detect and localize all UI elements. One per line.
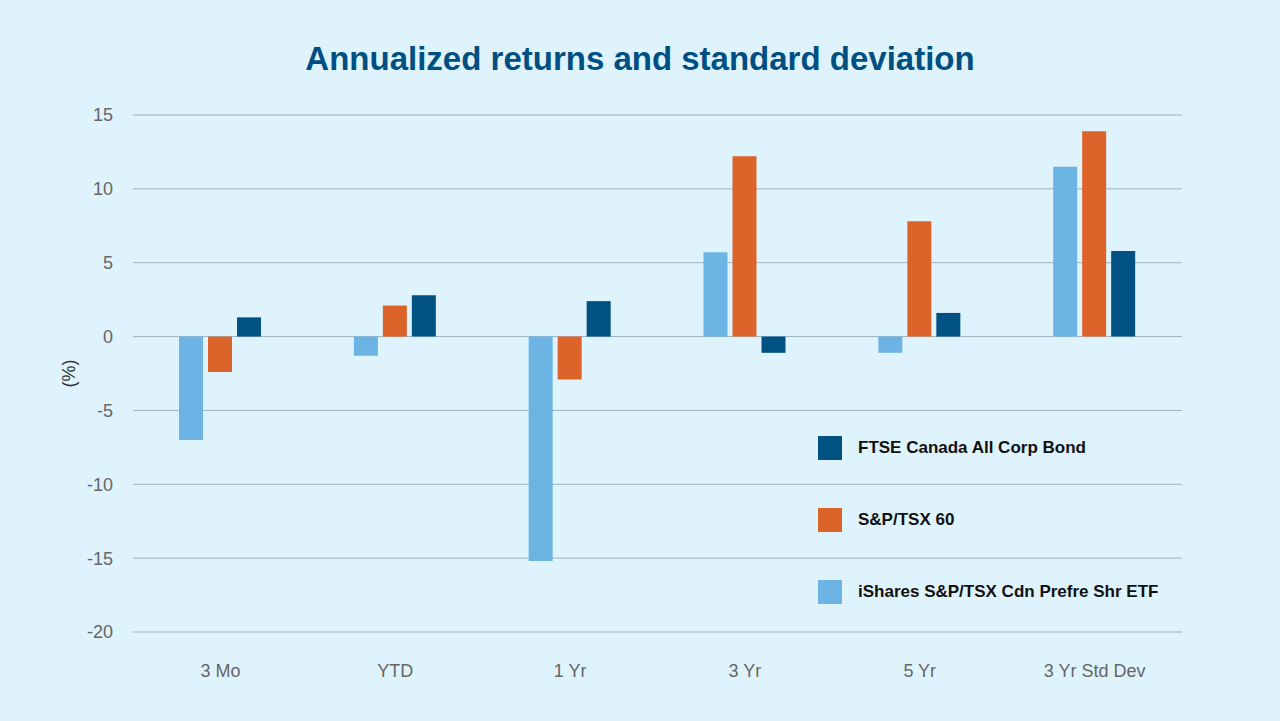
html-text:FTSE Canada All Corp Bond: FTSE Canada All Corp Bond [858,438,1086,457]
svg-text:3 Yr Std Dev: 3 Yr Std Dev [1044,661,1146,681]
svg-text:-15: -15 [87,549,113,569]
svg-text:-20: -20 [87,622,113,642]
svg-text:YTD: YTD [377,661,413,681]
svg-text:3 Mo: 3 Mo [200,661,240,681]
html-text:iShares S&P/TSX Cdn Prefre Shr: iShares S&P/TSX Cdn Prefre Shr ETF [858,582,1159,601]
html-text:S&P/TSX 60: S&P/TSX 60 [858,510,955,529]
svg-text:5 Yr: 5 Yr [903,661,936,681]
svg-text:5: 5 [103,253,113,273]
svg-text:(%): (%) [59,360,79,388]
svg-text:3 Yr: 3 Yr [729,661,762,681]
svg-text:0: 0 [103,327,113,347]
svg-text:15: 15 [93,105,113,125]
svg-text:10: 10 [93,179,113,199]
svg-text:-10: -10 [87,475,113,495]
svg-text:1 Yr: 1 Yr [554,661,587,681]
svg-text:-5: -5 [97,401,113,421]
html-text:Annualized returns and standar: Annualized returns and standard deviatio… [305,40,975,77]
